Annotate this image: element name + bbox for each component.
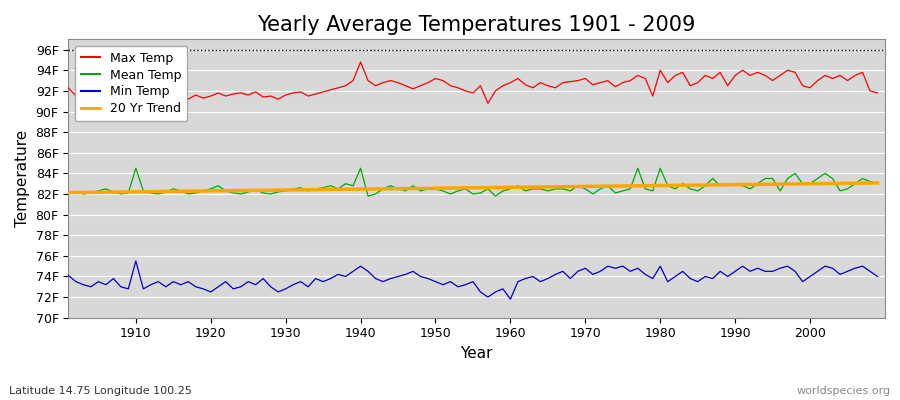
Text: worldspecies.org: worldspecies.org: [796, 386, 891, 396]
Text: Latitude 14.75 Longitude 100.25: Latitude 14.75 Longitude 100.25: [9, 386, 192, 396]
Y-axis label: Temperature: Temperature: [15, 130, 30, 227]
X-axis label: Year: Year: [461, 346, 493, 361]
Title: Yearly Average Temperatures 1901 - 2009: Yearly Average Temperatures 1901 - 2009: [257, 15, 696, 35]
Legend: Max Temp, Mean Temp, Min Temp, 20 Yr Trend: Max Temp, Mean Temp, Min Temp, 20 Yr Tre…: [75, 46, 187, 121]
